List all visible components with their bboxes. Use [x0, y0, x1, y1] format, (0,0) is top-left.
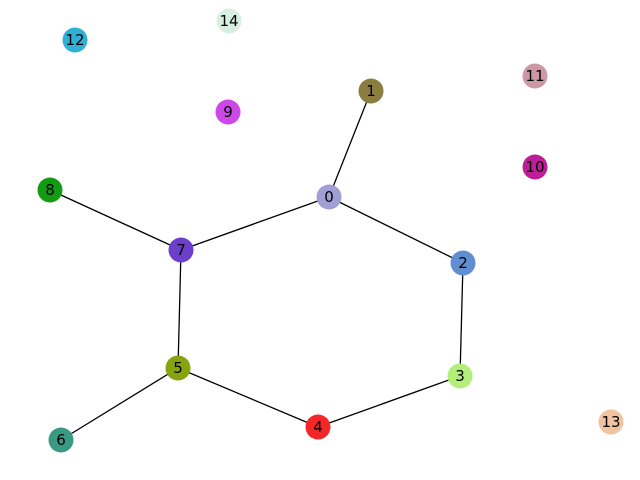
node-label-10: 10	[525, 158, 544, 176]
node-circle-11	[522, 63, 548, 89]
node-2: 2	[450, 250, 476, 276]
node-circle-1	[358, 78, 384, 104]
node-circle-14	[216, 8, 242, 34]
node-circle-0	[316, 184, 342, 210]
node-4: 4	[305, 414, 331, 440]
node-label-7: 7	[176, 241, 186, 259]
edge-4-5	[177, 367, 319, 428]
node-10: 10	[522, 154, 548, 180]
node-3: 3	[447, 363, 473, 389]
edge-3-4	[317, 375, 461, 428]
node-label-13: 13	[601, 413, 620, 431]
node-14: 14	[216, 8, 242, 34]
node-label-9: 9	[223, 103, 233, 121]
node-11: 11	[522, 63, 548, 89]
node-circle-3	[447, 363, 473, 389]
edge-7-8	[49, 189, 182, 251]
node-circle-12	[62, 27, 88, 53]
node-7: 7	[168, 237, 194, 263]
node-label-8: 8	[45, 181, 55, 199]
node-9: 9	[215, 99, 241, 125]
edge-2-3	[459, 262, 464, 377]
node-13: 13	[598, 409, 624, 435]
node-circle-6	[48, 427, 74, 453]
edge-0-7	[180, 196, 330, 251]
node-label-11: 11	[525, 67, 544, 85]
edge-5-7	[177, 249, 182, 369]
node-label-5: 5	[173, 359, 183, 377]
node-label-6: 6	[56, 431, 66, 449]
edge-0-2	[328, 196, 464, 264]
node-circle-7	[168, 237, 194, 263]
node-label-0: 0	[324, 188, 334, 206]
node-1: 1	[358, 78, 384, 104]
edge-5-6	[60, 367, 179, 441]
node-12: 12	[62, 27, 88, 53]
node-circle-9	[215, 99, 241, 125]
node-label-4: 4	[313, 418, 323, 436]
node-circle-5	[165, 355, 191, 381]
edge-0-1	[328, 90, 372, 198]
edges-layer	[49, 90, 464, 441]
node-label-12: 12	[65, 31, 84, 49]
node-circle-2	[450, 250, 476, 276]
node-circle-13	[598, 409, 624, 435]
node-circle-8	[37, 177, 63, 203]
node-label-2: 2	[458, 254, 468, 272]
node-circle-4	[305, 414, 331, 440]
node-label-1: 1	[366, 82, 376, 100]
node-label-3: 3	[455, 367, 465, 385]
node-label-14: 14	[219, 12, 238, 30]
node-8: 8	[37, 177, 63, 203]
node-5: 5	[165, 355, 191, 381]
node-6: 6	[48, 427, 74, 453]
node-0: 0	[316, 184, 342, 210]
node-circle-10	[522, 154, 548, 180]
